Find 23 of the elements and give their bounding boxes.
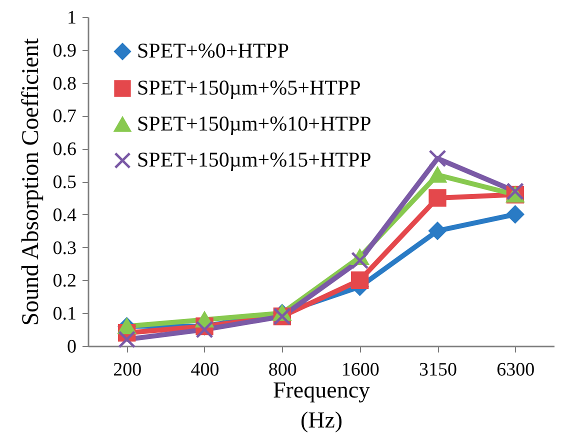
y-tick-label: 0 — [67, 336, 76, 358]
legend-label: SPET+%0+HTPP — [137, 38, 290, 62]
y-tick-label: 0.4 — [52, 204, 77, 226]
x-axis-title: Frequency (Hz) — [272, 378, 371, 432]
legend-label: SPET+150µm+%5+HTPP — [137, 76, 361, 100]
x-tick-label: 200 — [113, 360, 142, 380]
x-tick-label: 6300 — [496, 360, 535, 380]
x-tick-label: 400 — [190, 360, 220, 380]
legend-label: SPET+150µm+%15+HTPP — [137, 148, 372, 172]
x-tick-label: 800 — [268, 360, 297, 380]
y-tick-label: 0.1 — [52, 304, 76, 325]
y-tick-label: 0.6 — [52, 139, 76, 160]
y-tick-label: 0.2 — [52, 270, 76, 292]
x-tick-label: 3150 — [419, 360, 457, 380]
y-tick-label: 0.3 — [52, 238, 76, 259]
y-tick-label: 0.8 — [52, 73, 76, 94]
y-tick-label: 0.9 — [52, 40, 76, 62]
y-axis-title: Sound Absorption Coefficient — [18, 38, 44, 326]
y-tick-label: 0.5 — [52, 172, 76, 193]
legend-label: SPET+150µm+%10+HTPP — [137, 112, 372, 136]
x-tick-label: 1600 — [341, 360, 380, 380]
y-tick-label: 1 — [67, 8, 76, 28]
y-tick-label: 0.7 — [52, 106, 76, 128]
